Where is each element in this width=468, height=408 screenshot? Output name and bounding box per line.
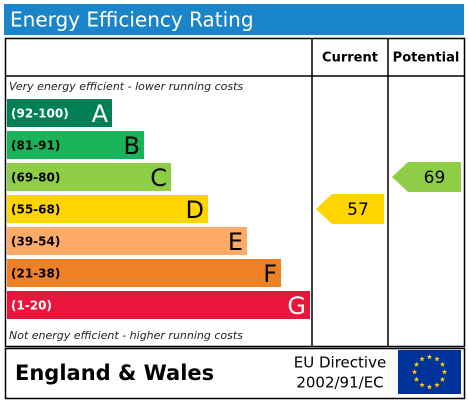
flag-star: [434, 356, 440, 362]
flag-star: [419, 356, 425, 362]
column-header: Potential: [393, 51, 460, 66]
band-range: (81-91): [11, 139, 60, 153]
flag-star: [426, 384, 433, 390]
band-bar: [7, 99, 112, 127]
band-range: (1-20): [11, 299, 52, 313]
flag-star: [441, 369, 448, 375]
band-letter: A: [92, 100, 109, 128]
flag-stars: [411, 354, 448, 390]
flag-star: [434, 382, 440, 388]
band-letter: F: [263, 260, 277, 288]
rating-value: 57: [347, 200, 369, 220]
band-bar: [7, 195, 208, 223]
band-bar: [7, 131, 144, 159]
rating-arrow: [316, 194, 384, 224]
band-letter: E: [228, 228, 243, 256]
rating-value: 69: [424, 168, 446, 188]
flag-star: [439, 361, 446, 367]
band-letter: D: [186, 196, 204, 224]
band-range: (69-80): [11, 171, 60, 185]
flag-star: [426, 354, 433, 360]
flag-star: [411, 369, 418, 375]
band-range: (21-38): [11, 267, 60, 281]
flag-star: [439, 376, 446, 382]
note-top: Very energy efficient - lower running co…: [9, 80, 243, 93]
footer-region: England & Wales: [15, 361, 214, 385]
note-bottom: Not energy efficient - higher running co…: [9, 329, 243, 342]
band-range: (92-100): [11, 107, 69, 121]
flag-star: [413, 361, 420, 367]
flag-star: [413, 376, 420, 382]
band-bar: [7, 291, 310, 319]
eu-flag: [398, 350, 461, 394]
title: Energy Efficiency Rating: [10, 8, 254, 32]
band-bar: [7, 163, 171, 191]
band-range: (55-68): [11, 203, 60, 217]
footer-frame: [4, 347, 466, 400]
title-bar: [4, 4, 464, 35]
column-header: Current: [322, 51, 378, 66]
footer-directive: 2002/91/EC: [296, 374, 383, 392]
flag-star: [419, 382, 425, 388]
band-range: (39-54): [11, 235, 60, 249]
rating-arrow: [392, 162, 461, 192]
band-bar: [7, 227, 247, 255]
band-letter: C: [150, 164, 167, 192]
band-letter: B: [124, 132, 140, 160]
main-frame: [4, 37, 466, 348]
footer-directive: EU Directive: [294, 354, 386, 372]
band-bar: [7, 259, 281, 287]
band-letter: G: [287, 292, 306, 320]
